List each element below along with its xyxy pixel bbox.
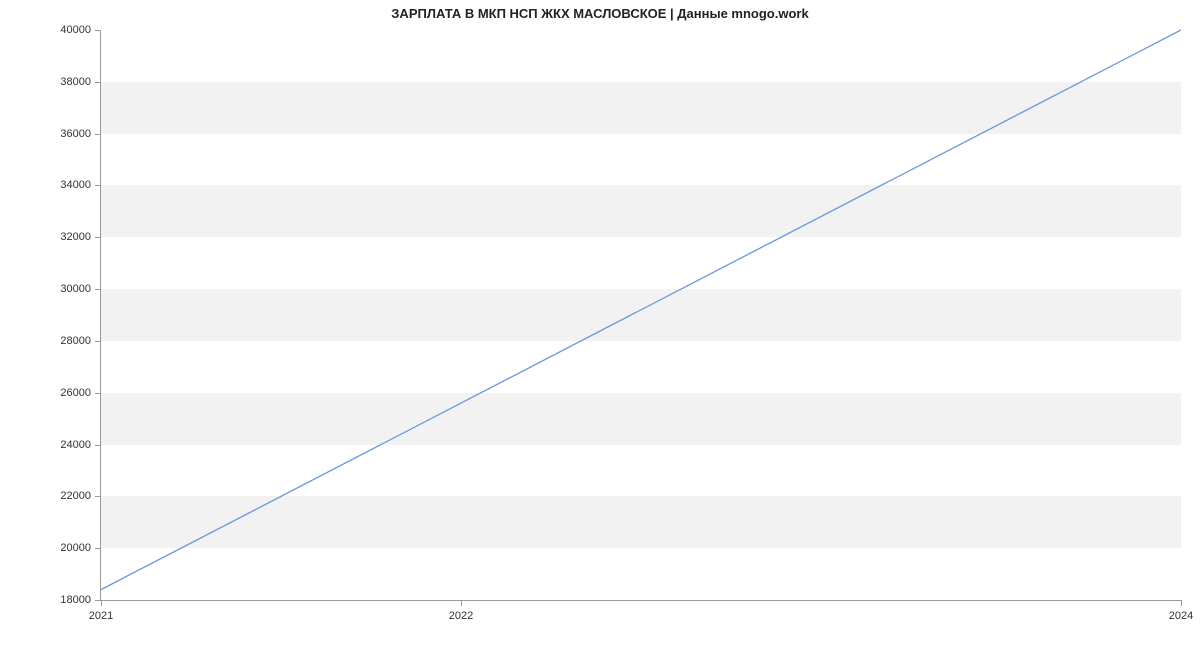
- plot-area: 1800020000220002400026000280003000032000…: [100, 30, 1181, 601]
- y-tick-label: 26000: [60, 387, 101, 399]
- series-salary: [101, 30, 1181, 590]
- y-tick-label: 30000: [60, 283, 101, 295]
- y-tick-label: 24000: [60, 439, 101, 451]
- y-tick-label: 40000: [60, 24, 101, 36]
- chart-title: ЗАРПЛАТА В МКП НСП ЖКХ МАСЛОВСКОЕ | Данн…: [0, 6, 1200, 21]
- y-tick-label: 22000: [60, 490, 101, 502]
- y-tick-label: 32000: [60, 231, 101, 243]
- y-tick-label: 38000: [60, 76, 101, 88]
- y-tick-label: 34000: [60, 179, 101, 191]
- y-tick-label: 20000: [60, 542, 101, 554]
- x-tick-label: 2021: [89, 600, 113, 622]
- y-tick-label: 28000: [60, 335, 101, 347]
- line-series: [101, 30, 1181, 600]
- chart-container: ЗАРПЛАТА В МКП НСП ЖКХ МАСЛОВСКОЕ | Данн…: [0, 0, 1200, 650]
- x-tick-label: 2024: [1169, 600, 1193, 622]
- y-tick-label: 36000: [60, 128, 101, 140]
- x-tick-label: 2022: [449, 600, 473, 622]
